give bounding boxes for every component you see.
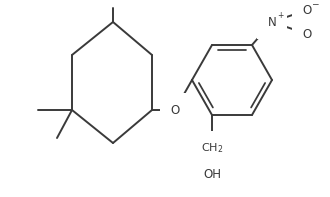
Text: O: O [302,28,312,41]
Text: CH$_2$: CH$_2$ [201,141,223,155]
Text: O: O [302,4,312,17]
Text: +: + [277,10,283,20]
Text: OH: OH [203,168,221,181]
Text: O: O [170,103,180,116]
Text: −: − [311,0,319,8]
Text: N: N [268,16,277,29]
